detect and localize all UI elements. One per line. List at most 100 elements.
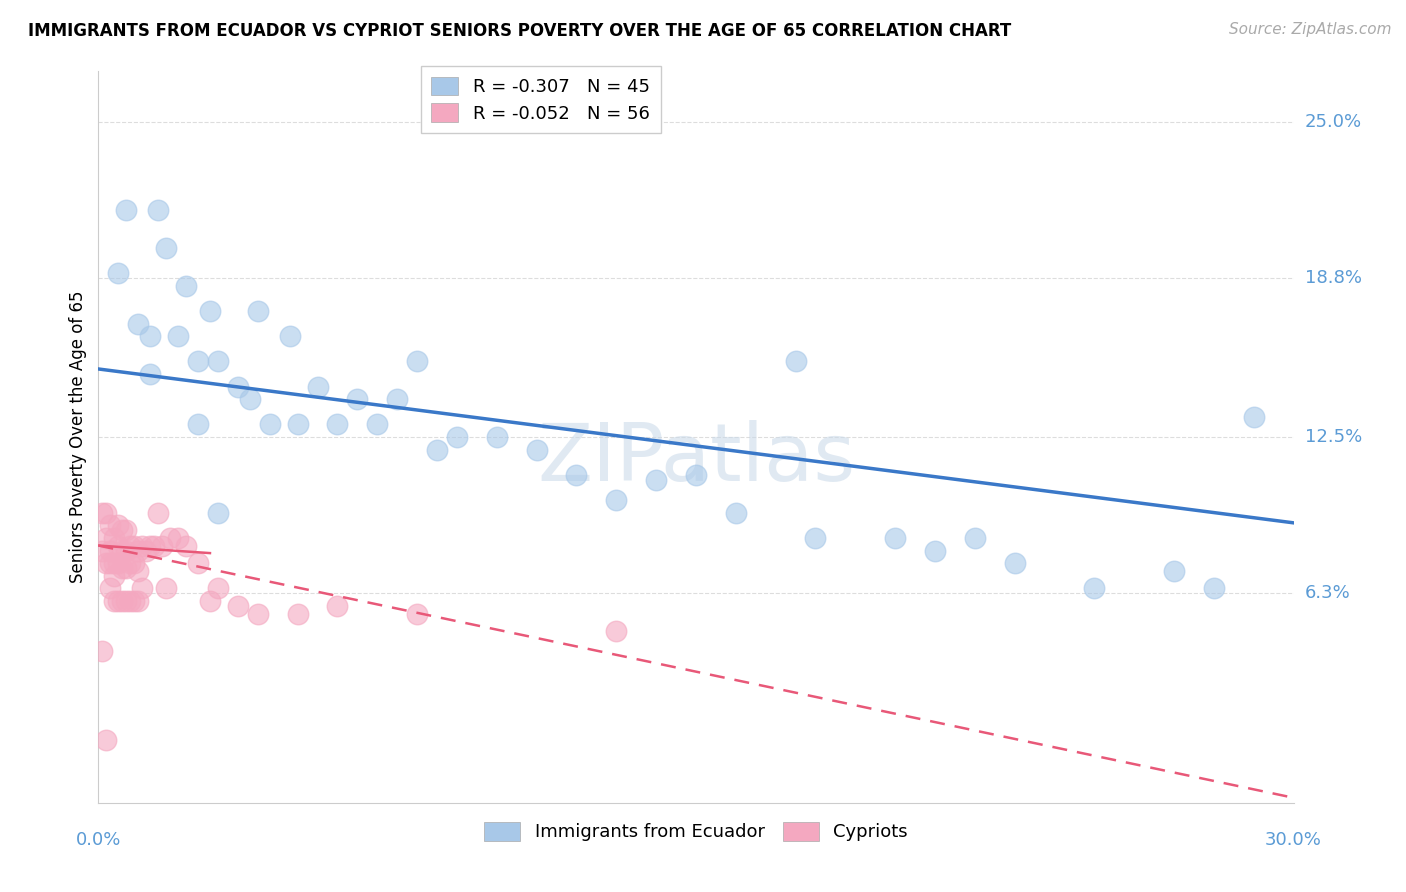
Point	[1004, 556, 1026, 570]
Point	[1083, 582, 1105, 596]
Point	[924, 543, 946, 558]
Point	[198, 594, 221, 608]
Point	[406, 607, 429, 621]
Text: IMMIGRANTS FROM ECUADOR VS CYPRIOT SENIORS POVERTY OVER THE AGE OF 65 CORRELATIO: IMMIGRANTS FROM ECUADOR VS CYPRIOT SENIO…	[28, 22, 1011, 40]
Point	[605, 624, 627, 639]
Point	[127, 564, 149, 578]
Point	[326, 599, 349, 613]
Point	[287, 417, 309, 432]
Text: 30.0%: 30.0%	[1265, 830, 1322, 848]
Point	[127, 594, 149, 608]
Point	[143, 539, 166, 553]
Point	[385, 392, 409, 407]
Point	[406, 354, 429, 368]
Point	[307, 379, 329, 393]
Point	[155, 582, 177, 596]
Point	[1163, 564, 1185, 578]
Point	[167, 329, 190, 343]
Point	[115, 561, 138, 575]
Point	[446, 430, 468, 444]
Point	[107, 518, 129, 533]
Point	[124, 539, 146, 553]
Point	[226, 379, 249, 393]
Point	[107, 556, 129, 570]
Point	[98, 582, 122, 596]
Point	[198, 304, 221, 318]
Point	[103, 531, 125, 545]
Point	[326, 417, 349, 432]
Point	[131, 539, 153, 553]
Point	[963, 531, 986, 545]
Point	[207, 354, 229, 368]
Point	[1202, 582, 1225, 596]
Point	[111, 594, 134, 608]
Text: 25.0%: 25.0%	[1305, 112, 1362, 131]
Point	[155, 241, 177, 255]
Point	[346, 392, 368, 407]
Point	[98, 556, 122, 570]
Point	[167, 531, 190, 545]
Point	[259, 417, 281, 432]
Point	[96, 732, 118, 747]
Point	[226, 599, 249, 613]
Point	[426, 442, 449, 457]
Point	[139, 539, 162, 553]
Legend: Immigrants from Ecuador, Cypriots: Immigrants from Ecuador, Cypriots	[477, 814, 915, 848]
Point	[115, 203, 138, 218]
Point	[111, 524, 134, 538]
Point	[174, 278, 197, 293]
Point	[120, 539, 142, 553]
Point	[148, 506, 170, 520]
Point	[278, 329, 301, 343]
Point	[135, 543, 157, 558]
Text: 0.0%: 0.0%	[76, 830, 121, 848]
Point	[1243, 409, 1265, 424]
Point	[724, 506, 747, 520]
Point	[107, 266, 129, 280]
Point	[685, 467, 707, 482]
Point	[115, 543, 138, 558]
Point	[366, 417, 388, 432]
Point	[187, 556, 209, 570]
Point	[159, 531, 181, 545]
Point	[804, 531, 827, 545]
Point	[485, 430, 508, 444]
Text: Source: ZipAtlas.com: Source: ZipAtlas.com	[1229, 22, 1392, 37]
Point	[565, 467, 588, 482]
Point	[115, 594, 138, 608]
Point	[174, 539, 197, 553]
Point	[91, 543, 114, 558]
Point	[148, 203, 170, 218]
Point	[111, 561, 134, 575]
Point	[139, 367, 162, 381]
Point	[120, 594, 142, 608]
Point	[91, 506, 114, 520]
Point	[103, 594, 125, 608]
Point	[131, 582, 153, 596]
Point	[246, 304, 269, 318]
Point	[96, 506, 118, 520]
Point	[107, 594, 129, 608]
Point	[287, 607, 309, 621]
Point	[884, 531, 907, 545]
Point	[98, 543, 122, 558]
Point	[124, 594, 146, 608]
Text: 12.5%: 12.5%	[1305, 428, 1362, 446]
Text: ZIPatlas: ZIPatlas	[537, 420, 855, 498]
Point	[645, 473, 668, 487]
Y-axis label: Seniors Poverty Over the Age of 65: Seniors Poverty Over the Age of 65	[69, 291, 87, 583]
Point	[239, 392, 262, 407]
Point	[526, 442, 548, 457]
Point	[111, 543, 134, 558]
Point	[127, 317, 149, 331]
Point	[150, 539, 173, 553]
Point	[207, 582, 229, 596]
Point	[187, 417, 209, 432]
Point	[785, 354, 807, 368]
Point	[96, 556, 118, 570]
Point	[96, 531, 118, 545]
Point	[127, 543, 149, 558]
Point	[98, 518, 122, 533]
Point	[115, 524, 138, 538]
Point	[103, 569, 125, 583]
